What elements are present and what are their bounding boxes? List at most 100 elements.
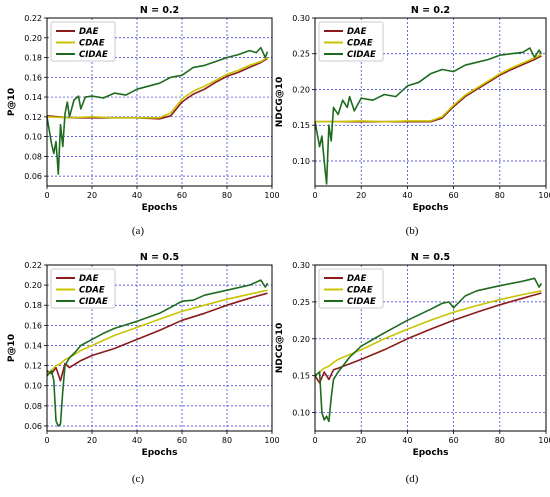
y-tick-label: 0.16 <box>24 321 42 330</box>
x-tick-label: 0 <box>312 191 317 200</box>
plot-frame <box>46 264 273 432</box>
x-tick-label: 20 <box>356 436 366 445</box>
legend-label-cidae: CIDAE <box>79 50 108 60</box>
x-tick-label: 60 <box>449 191 459 200</box>
y-tick-label: 0.16 <box>24 73 42 82</box>
x-tick-label: 100 <box>264 436 279 445</box>
series-line-cidae <box>46 46 269 175</box>
y-axis-label: NDCG@10 <box>275 323 285 374</box>
x-axis-label: Epochs <box>413 448 449 458</box>
x-tick-label: 100 <box>538 191 550 200</box>
panel-caption: (a) <box>132 225 145 237</box>
series-line-cidae <box>46 279 269 427</box>
y-axis-label: NDCG@10 <box>275 77 285 128</box>
y-tick-label: 0.12 <box>24 113 42 122</box>
y-tick-label: 0.08 <box>24 152 42 161</box>
legend-label-cidae: CIDAE <box>347 50 376 60</box>
y-tick-label: 0.20 <box>292 335 310 344</box>
y-axis-label: P@10 <box>7 334 17 362</box>
chart-title: N = 0.2 <box>411 5 450 16</box>
y-tick-label: 0.18 <box>24 301 42 310</box>
x-tick-label: 0 <box>44 191 49 200</box>
x-tick-label: 60 <box>177 436 187 445</box>
series-line-cdae <box>46 289 268 375</box>
y-tick-label: 0.14 <box>24 93 42 102</box>
y-tick-label: 0.12 <box>24 362 42 371</box>
legend-label-dae: DAE <box>347 27 367 37</box>
x-tick-label: 20 <box>87 436 97 445</box>
x-tick-label: 20 <box>87 191 97 200</box>
y-tick-label: 0.22 <box>24 14 42 23</box>
legend-label-cdae: CDAE <box>347 39 373 49</box>
y-tick-label: 0.20 <box>24 281 42 290</box>
y-tick-label: 0.18 <box>24 54 42 63</box>
series-line-cidae <box>314 47 543 185</box>
chart-panel-4: 0 20 40 60 80 100 0.10 0.15 0.20 0.25 0.30 N = 0.5 E… <box>275 252 550 458</box>
chart-title: N = 0.5 <box>411 252 450 263</box>
x-tick-label: 40 <box>132 436 142 445</box>
y-tick-label: 0.06 <box>24 172 42 181</box>
panel-caption: (b) <box>406 225 419 237</box>
x-tick-label: 80 <box>495 191 505 200</box>
y-tick-label: 0.30 <box>292 261 310 270</box>
panel-caption: (c) <box>132 473 145 485</box>
legend-label-cdae: CDAE <box>79 39 105 49</box>
x-tick-label: 20 <box>356 191 366 200</box>
x-tick-label: 100 <box>538 436 550 445</box>
y-tick-label: 0.10 <box>24 382 42 391</box>
x-axis-label: Epochs <box>413 203 449 213</box>
legend-label-dae: DAE <box>347 274 367 284</box>
x-tick-label: 40 <box>132 191 142 200</box>
x-tick-label: 60 <box>177 191 187 200</box>
legend-label-dae: DAE <box>79 27 99 37</box>
x-axis-label: Epochs <box>142 203 178 213</box>
y-tick-label: 0.10 <box>24 133 42 142</box>
series-line-cidae <box>314 277 543 423</box>
x-tick-label: 80 <box>222 191 232 200</box>
chart-panel-3: 0 20 40 60 80 100 0.06 0.08 0.10 0.12 0.14 0.16 0.18… <box>7 252 280 458</box>
x-tick-label: 80 <box>495 436 505 445</box>
x-tick-label: 80 <box>222 436 232 445</box>
panel-caption: (d) <box>406 473 419 485</box>
y-axis-label: P@10 <box>7 88 17 116</box>
y-tick-label: 0.20 <box>24 34 42 43</box>
series-line-dae <box>46 292 268 382</box>
plot-frame <box>46 17 273 187</box>
y-tick-label: 0.25 <box>292 298 310 307</box>
legend-label-cdae: CDAE <box>347 286 373 296</box>
x-tick-label: 40 <box>402 436 412 445</box>
plot-frame <box>314 17 547 187</box>
series-line-dae <box>314 292 542 384</box>
x-tick-label: 40 <box>402 191 412 200</box>
y-tick-label: 0.30 <box>292 14 310 23</box>
chart-panel-1: 0 20 40 60 80 100 0.06 0.08 0.10 0.12 0.14 0.16 0.18… <box>7 5 280 213</box>
legend-label-cidae: CIDAE <box>347 297 376 307</box>
y-tick-label: 0.22 <box>24 261 42 270</box>
y-tick-label: 0.15 <box>292 121 310 130</box>
x-tick-label: 0 <box>312 436 317 445</box>
x-tick-label: 100 <box>264 191 279 200</box>
chart-panel-2: 0 20 40 60 80 100 0.10 0.15 0.20 0.25 0.30 N = 0.2 E… <box>275 5 550 213</box>
x-tick-label: 60 <box>449 436 459 445</box>
plot-frame <box>314 264 547 432</box>
x-tick-label: 0 <box>44 436 49 445</box>
y-tick-label: 0.06 <box>24 422 42 431</box>
series-line-cdae <box>46 56 268 119</box>
y-tick-label: 0.08 <box>24 402 42 411</box>
series-line-cdae <box>314 290 542 377</box>
legend-label-dae: DAE <box>79 274 99 284</box>
legend-label-cidae: CIDAE <box>79 297 108 307</box>
y-tick-label: 0.25 <box>292 50 310 59</box>
y-tick-label: 0.20 <box>292 85 310 94</box>
chart-title: N = 0.5 <box>140 252 179 263</box>
y-tick-label: 0.14 <box>24 341 42 350</box>
series-line-cdae <box>315 53 542 123</box>
chart-title: N = 0.2 <box>140 5 179 16</box>
y-tick-label: 0.15 <box>292 372 310 381</box>
legend-label-cdae: CDAE <box>79 286 105 296</box>
y-tick-label: 0.10 <box>292 157 310 166</box>
